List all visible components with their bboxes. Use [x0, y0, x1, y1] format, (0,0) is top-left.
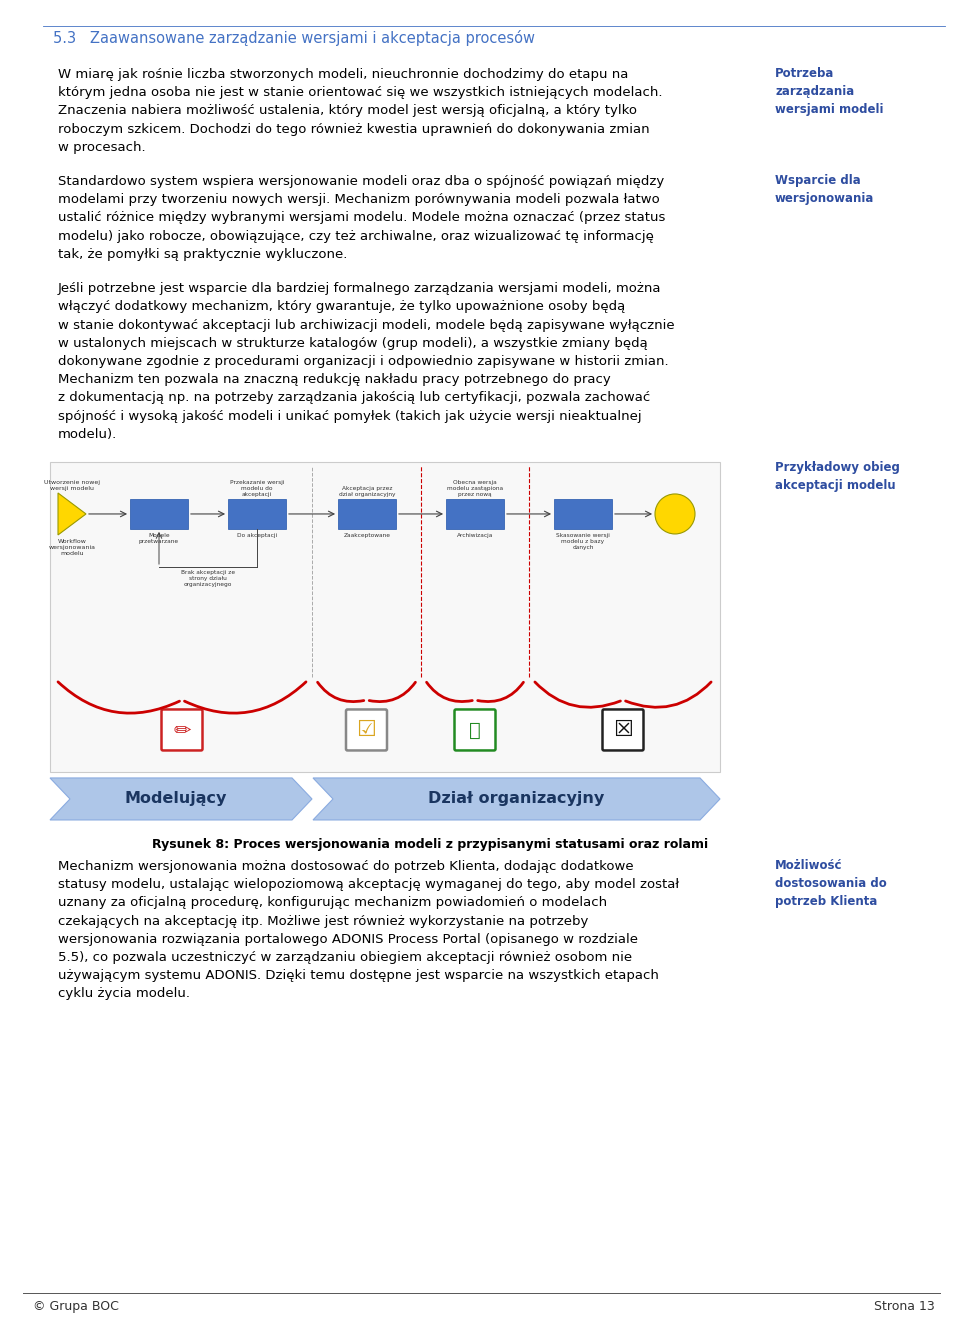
- Text: spójność i wysoką jakość modeli i unikać pomyłek (takich jak użycie wersji nieak: spójność i wysoką jakość modeli i unikać…: [58, 410, 641, 422]
- Text: ☒: ☒: [613, 720, 633, 740]
- Text: w ustalonych miejscach w strukturze katalogów (grup modeli), a wszystkie zmiany : w ustalonych miejscach w strukturze kata…: [58, 337, 648, 350]
- Text: Mechanizm ten pozwala na znaczną redukcję nakładu pracy potrzebnego do pracy: Mechanizm ten pozwala na znaczną redukcj…: [58, 373, 611, 386]
- Text: Przekazanie wersji
modelu do
akceptacji: Przekazanie wersji modelu do akceptacji: [229, 480, 284, 496]
- Text: ✏: ✏: [173, 720, 191, 740]
- Text: Do akceptacji: Do akceptacji: [237, 532, 277, 538]
- Text: z dokumentacją np. na potrzeby zarządzania jakością lub certyfikacji, pozwala za: z dokumentacją np. na potrzeby zarządzan…: [58, 391, 650, 405]
- Circle shape: [655, 494, 695, 534]
- Text: tak, że pomyłki są praktycznie wykluczone.: tak, że pomyłki są praktycznie wykluczon…: [58, 248, 348, 261]
- Text: czekających na akceptację itp. Możliwe jest również wykorzystanie na potrzeby: czekających na akceptację itp. Możliwe j…: [58, 914, 588, 928]
- Text: w procesach.: w procesach.: [58, 141, 146, 154]
- Text: Standardowo system wspiera wersjonowanie modeli oraz dba o spójność powiązań mię: Standardowo system wspiera wersjonowanie…: [58, 176, 664, 188]
- FancyBboxPatch shape: [130, 499, 188, 528]
- FancyBboxPatch shape: [454, 709, 495, 751]
- Text: © Grupa BOC: © Grupa BOC: [33, 1300, 119, 1312]
- Text: którym jedna osoba nie jest w stanie orientować się we wszystkich istniejących m: którym jedna osoba nie jest w stanie ori…: [58, 87, 662, 100]
- Text: Przykładowy obieg
akceptacji modelu: Przykładowy obieg akceptacji modelu: [775, 461, 900, 492]
- Text: statusy modelu, ustalając wielopoziomową akceptację wymaganej do tego, aby model: statusy modelu, ustalając wielopoziomową…: [58, 878, 679, 892]
- Text: 👍: 👍: [469, 720, 481, 740]
- Polygon shape: [58, 492, 86, 535]
- Text: Skasowanie wersji
modelu z bazy
danych: Skasowanie wersji modelu z bazy danych: [556, 532, 610, 550]
- Text: Workflow
wersjonowania
modelu: Workflow wersjonowania modelu: [49, 539, 95, 555]
- Text: Dział organizacyjny: Dział organizacyjny: [428, 792, 605, 807]
- Text: roboczym szkicem. Dochodzi do tego również kwestia uprawnień do dokonywania zmia: roboczym szkicem. Dochodzi do tego równi…: [58, 122, 650, 136]
- Text: Strona 13: Strona 13: [875, 1300, 935, 1312]
- Text: 5.3   Zaawansowane zarządzanie wersjami i akceptacja procesów: 5.3 Zaawansowane zarządzanie wersjami i …: [53, 31, 535, 47]
- Text: w stanie dokontywać akceptacji lub archiwizacji modeli, modele będą zapisywane w: w stanie dokontywać akceptacji lub archi…: [58, 318, 675, 331]
- Text: modelu).: modelu).: [58, 427, 117, 441]
- Text: W miarę jak rośnie liczba stworzonych modeli, nieuchronnie dochodzimy do etapu n: W miarę jak rośnie liczba stworzonych mo…: [58, 68, 629, 81]
- Text: 5.5), co pozwala uczestniczyć w zarządzaniu obiegiem akceptacji również osobom n: 5.5), co pozwala uczestniczyć w zarządza…: [58, 952, 632, 964]
- Text: ustalić różnice między wybranymi wersjami modelu. Modele można oznaczać (przez s: ustalić różnice między wybranymi wersjam…: [58, 212, 665, 225]
- FancyBboxPatch shape: [228, 499, 286, 528]
- Text: Modele
przetwarzane: Modele przetwarzane: [139, 532, 180, 544]
- Text: Potrzeba
zarządzania
wersjami modeli: Potrzeba zarządzania wersjami modeli: [775, 67, 883, 116]
- Text: Utworzenie nowej
wersji modelu: Utworzenie nowej wersji modelu: [44, 480, 100, 491]
- FancyBboxPatch shape: [603, 709, 643, 751]
- Text: Akceptacja przez
dział organizacyjny: Akceptacja przez dział organizacyjny: [339, 486, 396, 496]
- FancyBboxPatch shape: [50, 462, 720, 772]
- FancyBboxPatch shape: [554, 499, 612, 528]
- Text: modelami przy tworzeniu nowych wersji. Mechanizm porównywania modeli pozwala łat: modelami przy tworzeniu nowych wersji. M…: [58, 193, 660, 206]
- Text: dokonywane zgodnie z procedurami organizacji i odpowiednio zapisywane w historii: dokonywane zgodnie z procedurami organiz…: [58, 355, 668, 367]
- Text: modelu) jako robocze, obowiązujące, czy też archiwalne, oraz wizualizować tę inf: modelu) jako robocze, obowiązujące, czy …: [58, 230, 654, 242]
- Text: Znaczenia nabiera możliwość ustalenia, który model jest wersją oficjalną, a któr: Znaczenia nabiera możliwość ustalenia, k…: [58, 104, 637, 117]
- Text: Wsparcie dla
wersjonowania: Wsparcie dla wersjonowania: [775, 174, 875, 205]
- FancyBboxPatch shape: [161, 709, 203, 751]
- Text: uznany za oficjalną procedurę, konfigurując mechanizm powiadomień o modelach: uznany za oficjalną procedurę, konfiguru…: [58, 896, 607, 909]
- Text: wersjonowania rozwiązania portalowego ADONIS Process Portal (opisanego w rozdzia: wersjonowania rozwiązania portalowego AD…: [58, 933, 638, 946]
- Text: Archiwizacja: Archiwizacja: [457, 532, 493, 538]
- Text: Jeśli potrzebne jest wsparcie dla bardziej formalnego zarządzania wersjami model: Jeśli potrzebne jest wsparcie dla bardzi…: [58, 282, 661, 295]
- Text: Modelujący: Modelujący: [125, 792, 228, 807]
- FancyBboxPatch shape: [346, 709, 387, 751]
- Text: Możliwość
dostosowania do
potrzeb Klienta: Możliwość dostosowania do potrzeb Klient…: [775, 858, 887, 908]
- Polygon shape: [313, 777, 720, 820]
- Text: Rysunek 8: Proces wersjonowania modeli z przypisanymi statusami oraz rolami: Rysunek 8: Proces wersjonowania modeli z…: [152, 839, 708, 851]
- Text: Brak akceptacji ze
strony działu
organizacyjnego: Brak akceptacji ze strony działu organiz…: [180, 570, 235, 587]
- Text: cyklu życia modelu.: cyklu życia modelu.: [58, 988, 190, 1001]
- FancyBboxPatch shape: [338, 499, 396, 528]
- Text: używającym systemu ADONIS. Dzięki temu dostępne jest wsparcie na wszystkich etap: używającym systemu ADONIS. Dzięki temu d…: [58, 969, 659, 982]
- FancyBboxPatch shape: [446, 499, 504, 528]
- Text: Obecna wersja
modelu zastąpiona
przez nową: Obecna wersja modelu zastąpiona przez no…: [447, 480, 503, 496]
- Polygon shape: [50, 777, 312, 820]
- Text: Mechanizm wersjonowania można dostosować do potrzeb Klienta, dodając dodatkowe: Mechanizm wersjonowania można dostosować…: [58, 860, 634, 873]
- Text: włączyć dodatkowy mechanizm, który gwarantuje, że tylko upoważnione osoby będą: włączyć dodatkowy mechanizm, który gwara…: [58, 301, 625, 313]
- Text: Zaakceptowane: Zaakceptowane: [344, 532, 391, 538]
- Text: ☑: ☑: [356, 720, 376, 740]
